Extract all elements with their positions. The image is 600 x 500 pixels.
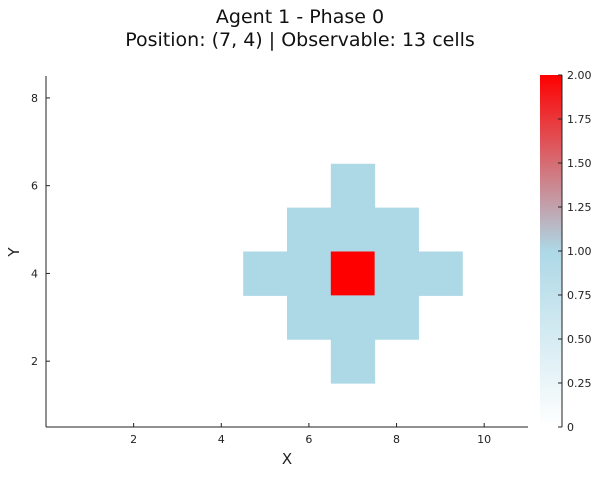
- heatmap-cell-6-4: [287, 251, 332, 296]
- y-tick-label-6: 6: [31, 180, 38, 193]
- plot-axes: 2 4 6 8 10 2 4 6 8: [31, 76, 528, 446]
- y-tick-label-4: 4: [31, 267, 38, 280]
- colorbar-tick-label-6: 1.50: [567, 157, 592, 170]
- heatmap-cell-7-6: [330, 163, 376, 209]
- chart-title-line2: Position: (7, 4) | Observable: 13 cells: [125, 29, 475, 51]
- heatmap-cell-8-3: [374, 295, 419, 340]
- y-tick-label-2: 2: [31, 355, 38, 368]
- x-tick-label-6: 6: [305, 433, 312, 446]
- x-axis-label: X: [282, 450, 292, 468]
- colorbar-tick-label-4: 1.00: [567, 245, 592, 258]
- y-axis-label: Y: [5, 247, 23, 258]
- colorbar-tick-label-7: 1.75: [567, 113, 592, 126]
- x-tick-label-4: 4: [218, 433, 225, 446]
- x-tick-label-10: 10: [477, 433, 491, 446]
- heatmap-cell-7-2: [330, 339, 376, 384]
- heatmap-cell-6-5: [287, 207, 332, 252]
- colorbar-gradient: [540, 75, 562, 427]
- heatmap-cell-7-3: [330, 295, 376, 340]
- heatmap-cell-7-5: [330, 207, 376, 252]
- colorbar-tick-label-1: 0.25: [567, 377, 592, 390]
- y-tick-label-8: 8: [31, 92, 38, 105]
- colorbar-tick-label-2: 0.50: [567, 333, 592, 346]
- x-tick-label-8: 8: [393, 433, 400, 446]
- heatmap-cells: [243, 163, 463, 384]
- colorbar-tick-label-3: 0.75: [567, 289, 592, 302]
- colorbar-tick-label-8: 2.00: [567, 69, 592, 82]
- colorbar-tick-label-0: 0: [567, 421, 574, 434]
- heatmap-cell-8-5: [374, 207, 419, 252]
- heatmap-cell-8-4: [374, 251, 419, 296]
- heatmap-cell-7-4: [330, 251, 376, 296]
- heatmap-cell-5-4: [243, 251, 288, 296]
- colorbar: 0 0.25 0.50 0.75 1.00 1.25 1.50 1.75 2.00: [540, 69, 592, 434]
- heatmap-cell-6-3: [287, 295, 332, 340]
- x-tick-label-2: 2: [130, 433, 137, 446]
- heatmap-cell-9-4: [418, 251, 463, 296]
- colorbar-tick-label-5: 1.25: [567, 201, 592, 214]
- chart-title-line1: Agent 1 - Phase 0: [215, 6, 385, 28]
